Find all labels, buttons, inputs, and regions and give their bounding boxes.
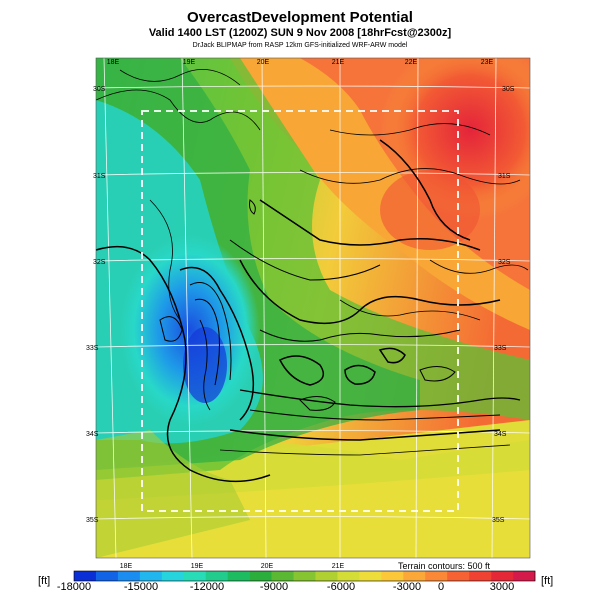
lat-label-right: 33S (494, 345, 507, 352)
terrain-contours (95, 69, 529, 483)
colorbar-swatch (74, 571, 97, 581)
lat-label-left: 33S (86, 345, 99, 352)
lat-label-left: 32S (93, 259, 106, 266)
lat-label-right: 35S (492, 517, 505, 524)
colorbar-swatch (227, 571, 250, 581)
colorbar-tick-label: 3000 (490, 581, 514, 593)
lon-label-top: 18E (107, 59, 120, 66)
colorbar-swatch (491, 571, 514, 581)
lon-label-top: 19E (183, 59, 196, 66)
colorbar-swatch (139, 571, 163, 581)
terrain-contour-note: Terrain contours: 500 ft (398, 561, 491, 571)
lat-label-right: 32S (498, 259, 511, 266)
colorbar-swatch (293, 571, 316, 581)
colorbar (73, 570, 536, 582)
lat-label-right: 31S (498, 173, 511, 180)
colorbar-border (73, 570, 536, 582)
lat-label-left: 34S (86, 431, 99, 438)
colorbar-swatch (381, 571, 404, 581)
map-credit: DrJack BLIPMAP from RASP 12km GFS-initia… (192, 42, 408, 49)
colorbar-tick-label: -3000 (393, 581, 421, 593)
colorbar-swatch (117, 571, 141, 581)
lat-label-left: 30S (93, 86, 106, 93)
map-title: OvercastDevelopment Potential (187, 9, 413, 26)
colorbar-swatch (425, 571, 448, 581)
lat-label-right: 34S (494, 431, 507, 438)
lon-label-bottom: 18E (120, 563, 133, 570)
lon-label-top: 22E (405, 59, 418, 66)
colorbar-swatch (447, 571, 470, 581)
colorbar-tick-label: -12000 (190, 581, 224, 593)
lon-label-top: 21E (332, 59, 345, 66)
colorbar-swatch (403, 571, 426, 581)
colorbar-swatch (249, 571, 272, 581)
colorbar-tick-labels: -18000 -15000 -12000 -9000 -6000 -3000 0… (57, 581, 514, 593)
lon-label-top: 23E (481, 59, 494, 66)
colorbar-swatch (513, 571, 536, 581)
lat-label-left: 35S (86, 517, 99, 524)
lat-lon-grid (95, 57, 531, 559)
lon-label-top: 20E (257, 59, 270, 66)
colorbar-swatch (337, 571, 360, 581)
colorbar-swatch (183, 571, 207, 581)
field-shading (96, 58, 530, 558)
map-frame (95, 57, 531, 559)
colorbar-swatch (205, 571, 228, 581)
lat-label-right: 30S (502, 86, 515, 93)
colorbar-tick-label: -18000 (57, 581, 91, 593)
lon-label-bottom: 21E (332, 563, 345, 570)
colorbar-tick-label: -9000 (260, 581, 288, 593)
colorbar-tick-label: 0 (438, 581, 444, 593)
lon-label-bottom: 20E (261, 563, 274, 570)
colorbar-swatch (315, 571, 338, 581)
colorbar-swatch (161, 571, 185, 581)
colorbar-swatch (359, 571, 382, 581)
colorbar-tick-label: -6000 (327, 581, 355, 593)
colorbar-unit-left: [ft] (38, 575, 51, 587)
colorbar-swatch (271, 571, 294, 581)
colorbar-unit-right: [ft] (541, 575, 554, 587)
map-subtitle: Valid 1400 LST (1200Z) SUN 9 Nov 2008 [1… (148, 27, 452, 39)
inner-domain-box (141, 110, 459, 512)
colorbar-swatch (469, 571, 492, 581)
colorbar-tick-label: -15000 (124, 581, 158, 593)
lat-label-left: 31S (93, 173, 106, 180)
colorbar-swatch (95, 571, 119, 581)
lon-label-bottom: 19E (191, 563, 204, 570)
